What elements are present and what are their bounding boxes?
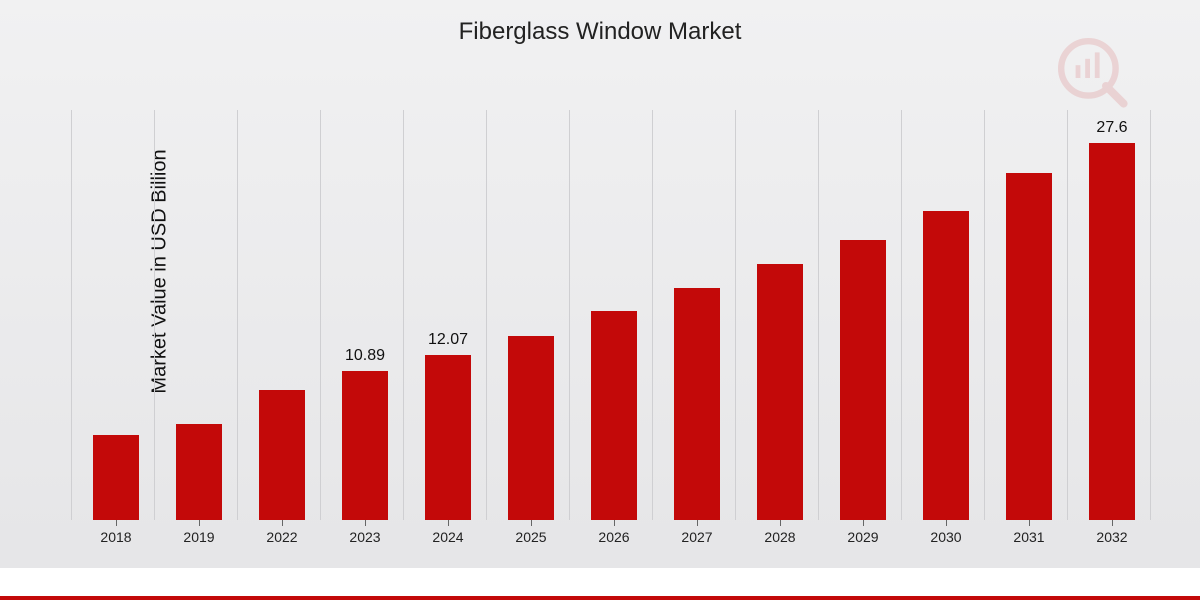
bar: [1089, 143, 1135, 520]
grid-line: [403, 110, 404, 520]
bar-value-label: 27.6: [1082, 119, 1142, 137]
x-axis-label: 2029: [833, 529, 893, 545]
grid-line: [818, 110, 819, 520]
grid-line: [652, 110, 653, 520]
x-axis-label: 2030: [916, 529, 976, 545]
bar: [176, 424, 222, 520]
x-axis-label: 2022: [252, 529, 312, 545]
x-axis-label: 2031: [999, 529, 1059, 545]
bar: [1006, 173, 1052, 520]
x-axis-label: 2026: [584, 529, 644, 545]
chart-title: Fiberglass Window Market: [0, 18, 1200, 46]
bar: [591, 311, 637, 520]
bar: [757, 264, 803, 520]
grid-line: [71, 110, 72, 520]
bar: [93, 435, 139, 520]
x-axis-label: 2032: [1082, 529, 1142, 545]
bar: [342, 371, 388, 520]
x-axis-label: 2028: [750, 529, 810, 545]
bar: [840, 240, 886, 520]
grid-line: [486, 110, 487, 520]
plot-area: 10.89 12.07 27.6: [85, 110, 1165, 520]
x-axis-label: 2019: [169, 529, 229, 545]
x-axis-label: 2018: [86, 529, 146, 545]
bar-value-label: 12.07: [418, 331, 478, 349]
bar: [674, 288, 720, 520]
watermark-logo-icon: [1050, 30, 1130, 110]
x-axis-label: 2025: [501, 529, 561, 545]
x-axis-label: 2027: [667, 529, 727, 545]
chart-panel: Fiberglass Window Market Market Value in…: [0, 0, 1200, 600]
grid-line: [984, 110, 985, 520]
bar: [923, 211, 969, 520]
bar-value-label: 10.89: [335, 347, 395, 365]
grid-line: [569, 110, 570, 520]
grid-line: [901, 110, 902, 520]
x-axis: 2018 2019 2022 2023 2024 2025 2026 2027 2028 2029…: [85, 525, 1165, 555]
x-axis-label: 2023: [335, 529, 395, 545]
grid-line: [320, 110, 321, 520]
grid-line: [1150, 110, 1151, 520]
bar: [508, 336, 554, 521]
bar: [425, 355, 471, 520]
grid-line: [237, 110, 238, 520]
grid-line: [735, 110, 736, 520]
footer-strip-bg: [0, 568, 1200, 596]
bar: [259, 390, 305, 520]
footer-strip: [0, 596, 1200, 600]
grid-line: [154, 110, 155, 520]
grid-line: [1067, 110, 1068, 520]
x-axis-label: 2024: [418, 529, 478, 545]
